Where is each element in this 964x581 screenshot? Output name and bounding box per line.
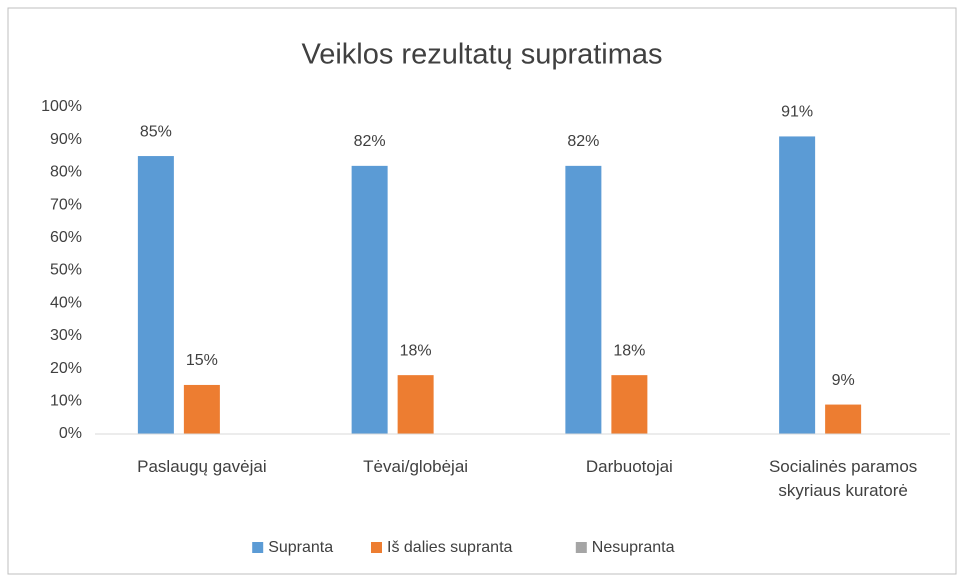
y-tick-label: 40% [50, 294, 82, 311]
data-label: 18% [613, 342, 645, 359]
y-tick-label: 90% [50, 131, 82, 148]
x-tick-label: Paslaugų gavėjai [137, 457, 267, 476]
data-label: 91% [781, 104, 813, 121]
data-label: 15% [186, 352, 218, 369]
bar [611, 375, 648, 434]
bar [183, 384, 220, 434]
bar [565, 165, 602, 435]
bar [779, 136, 816, 434]
y-tick-label: 10% [50, 393, 82, 410]
legend-swatch [371, 542, 382, 553]
y-tick-label: 0% [59, 425, 82, 442]
y-tick-label: 60% [50, 229, 82, 246]
data-label: 82% [354, 133, 386, 150]
bar [351, 165, 388, 435]
bar [137, 156, 174, 435]
y-tick-label: 20% [50, 360, 82, 377]
y-tick-label: 80% [50, 164, 82, 181]
data-label: 18% [400, 342, 432, 359]
y-tick-label: 100% [41, 98, 82, 115]
data-label: 82% [567, 133, 599, 150]
legend-label: Nesupranta [592, 539, 675, 556]
chart-title: Veiklos rezultatų supratimas [301, 39, 662, 71]
y-tick-label: 30% [50, 327, 82, 344]
legend-label: Iš dalies supranta [387, 539, 513, 556]
bar [825, 404, 862, 434]
x-tick-label: Socialinės paramos skyriaus kuratorė [768, 457, 918, 500]
data-label: 9% [832, 372, 855, 389]
x-tick-label: Tėvai/globėjai [363, 457, 469, 476]
y-tick-label: 70% [50, 196, 82, 213]
legend-swatch [575, 542, 587, 553]
y-tick-label: 50% [50, 262, 82, 279]
legend-swatch [252, 542, 264, 553]
legend-label: Supranta [268, 539, 333, 556]
bar [397, 375, 434, 434]
data-label: 85% [140, 123, 172, 140]
x-tick-label: Darbuotojai [585, 457, 673, 476]
